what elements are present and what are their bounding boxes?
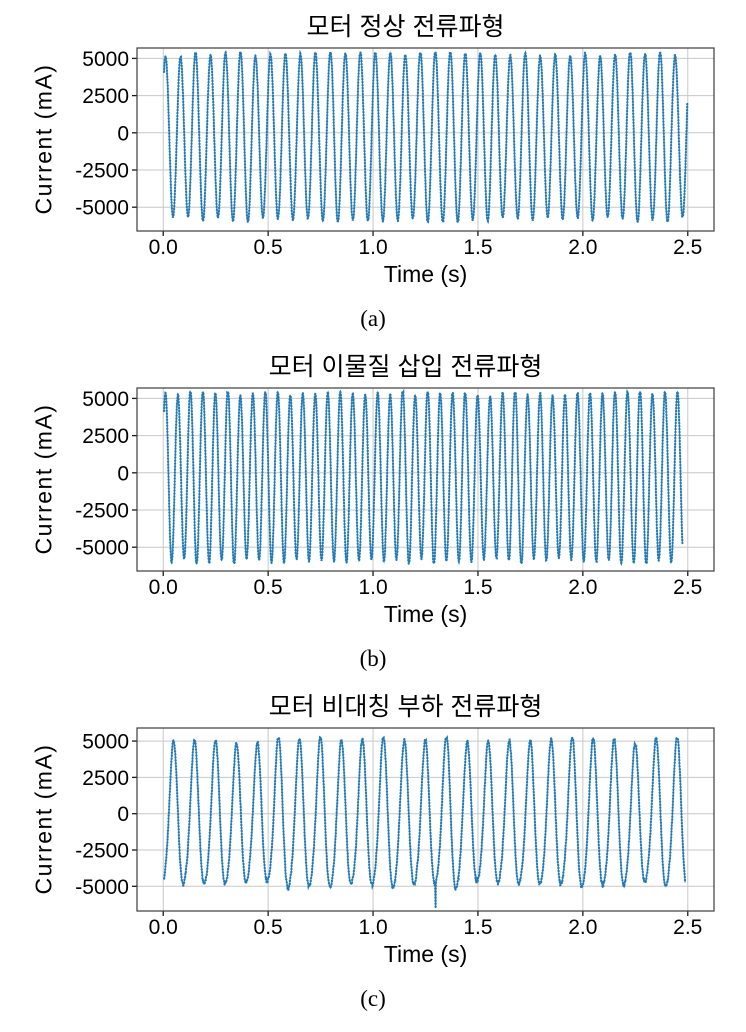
plot-frame [136,387,715,572]
y-tick-label: -5000 [75,876,129,899]
x-tick-label: 0.0 [149,236,178,259]
waveform-group [163,734,687,909]
x-tick-label: 1.0 [358,916,387,939]
subfigure-caption: (b) [359,646,387,671]
x-tick-label: 1.5 [463,916,492,939]
plot-area: 0.0 0.5 1.0 1.5 2.0 2.5 5000 2500 0 -2500 -5000 [75,47,715,259]
waveform-group [163,49,689,226]
x-tick-label: 2.0 [568,916,597,939]
y-tick-label: 0 [117,803,129,826]
x-tick-label: 0.0 [149,916,178,939]
x-tick-label: 0.5 [254,236,283,259]
plot-area: 0.0 0.5 1.0 1.5 2.0 2.5 5000 2500 0 -2500 -5000 [75,727,715,939]
waveform-dots [163,49,689,226]
y-tick-label: 2500 [82,85,129,108]
x-tick-label: 1.0 [358,576,387,599]
y-tick-label: 0 [117,122,129,145]
x-axis-label: Time (s) [383,601,468,627]
y-tick-label: -5000 [75,537,129,560]
y-tick-label: 5000 [82,731,129,754]
x-axis-label: Time (s) [383,261,468,287]
plot-frame [136,47,715,232]
chart-c: 모터 비대칭 부하 전류파형 Current (mA) 0.0 0.5 1.0 1.5… [0,680,746,1032]
y-tick-label: -2500 [75,840,129,863]
x-tick-label: 2.5 [673,576,702,599]
x-tick-label: 0.0 [149,576,178,599]
x-tick-label: 0.5 [254,916,283,939]
plot-area: 0.0 0.5 1.0 1.5 2.0 2.5 5000 2500 0 -2500 -5000 [75,387,715,599]
x-tick-label: 1.5 [463,236,492,259]
plot-frame [136,727,715,912]
y-tick-label: 5000 [82,388,129,411]
x-axis-label: Time (s) [383,941,468,967]
x-tick-label: 2.0 [568,576,597,599]
y-tick-label: 2500 [82,767,129,790]
waveform-dots [163,388,684,568]
x-tick-label: 1.5 [463,576,492,599]
waveform-group [163,388,684,568]
x-tick-label: 2.5 [673,916,702,939]
y-tick-label: 0 [117,462,129,485]
x-tick-label: 1.0 [358,236,387,259]
chart-b: 모터 이물질 삽입 전류파형 Current (mA) 0.0 0.5 1.0 1.5… [0,340,746,680]
subfigure-caption: (c) [360,986,386,1011]
x-tick-label: 2.5 [673,236,702,259]
y-tick-label: -5000 [75,197,129,220]
y-tick-label: -2500 [75,160,129,183]
x-tick-label: 2.0 [568,236,597,259]
waveform-path [163,736,686,909]
y-tick-label: 2500 [82,425,129,448]
y-tick-label: -2500 [75,500,129,523]
chart-a: 모터 정상 전류파형 Current (mA) 0.0 0.5 1.0 1.5 2.0 2… [0,0,746,340]
waveform-dots [163,734,687,909]
subfigure-caption: (a) [360,306,386,331]
y-tick-label: 5000 [82,48,129,71]
chart-title: 모터 정상 전류파형 [306,13,505,41]
chart-title: 모터 비대칭 부하 전류파형 [268,693,543,721]
x-tick-label: 0.5 [254,576,283,599]
chart-title: 모터 이물질 삽입 전류파형 [268,353,543,381]
